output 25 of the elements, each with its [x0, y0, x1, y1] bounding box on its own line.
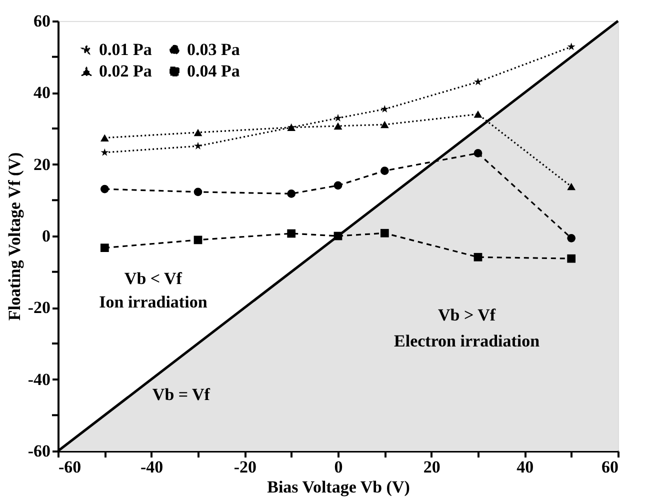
annotation: Vb > Vf	[438, 306, 496, 325]
legend-label: 0.01 Pa	[99, 40, 152, 59]
y-tick-label: 0	[42, 226, 50, 246]
annotation: Vb = Vf	[152, 385, 210, 404]
y-tick-label: 40	[34, 83, 50, 102]
x-tick-label: 20	[423, 458, 440, 476]
x-tick-label: 60	[602, 458, 618, 476]
legend-label: 0.03 Pa	[187, 40, 240, 59]
x-axis-title: Bias Voltage Vb (V)	[267, 478, 410, 496]
x-tick-label: 0	[334, 458, 343, 476]
legend-label: 0.02 Pa	[99, 62, 152, 80]
x-tick-label: -60	[58, 458, 82, 476]
x-tick-label: -20	[234, 458, 257, 476]
x-tick-label: 40	[516, 458, 534, 476]
annotation: Vb < Vf	[124, 269, 182, 288]
annotation: Electron irradiation	[394, 331, 540, 350]
y-tick-label: -60	[28, 442, 50, 460]
y-tick-label: 20	[34, 154, 50, 174]
y-tick-label: -20	[28, 298, 50, 318]
annotation: Ion irradiation	[99, 292, 208, 312]
y-tick-label: 60	[34, 12, 50, 30]
y-tick-label: -40	[28, 370, 50, 389]
legend-label: 0.04 Pa	[187, 62, 240, 80]
x-tick-label: -40	[140, 458, 164, 476]
y-axis-title: Floating Voltage Vf (V)	[4, 152, 24, 321]
